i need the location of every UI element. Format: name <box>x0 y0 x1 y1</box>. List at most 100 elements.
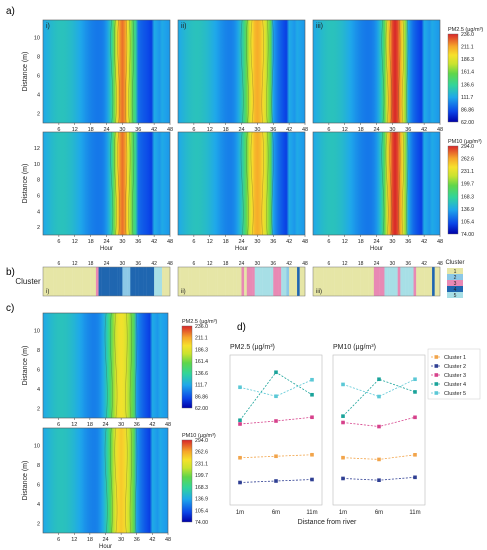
cluster-cell <box>426 267 430 296</box>
data-point <box>413 415 417 420</box>
cluster-cell <box>103 267 107 296</box>
cluster-cell <box>344 267 348 296</box>
contour-line <box>246 19 269 124</box>
cluster-cell <box>209 267 213 296</box>
contour-line <box>240 19 274 124</box>
y-tick-label: 4 <box>37 93 40 99</box>
cluster-cell <box>207 267 210 296</box>
x-tick-label: 36 <box>134 422 140 428</box>
cluster-tick-label: 30 <box>255 261 261 267</box>
data-point <box>413 453 417 457</box>
x-axis-label: Hour <box>100 246 113 252</box>
cluster-tick-label: 12 <box>342 261 348 267</box>
x-tick-label: 42 <box>151 239 157 245</box>
x-tick-label: 18 <box>223 239 229 245</box>
x-tick-label: 48 <box>302 127 308 133</box>
cluster-cell <box>249 267 253 296</box>
cluster-frame <box>177 266 306 297</box>
x-tick-label: 24 <box>373 239 379 245</box>
x-tick-label: 6 <box>192 239 195 245</box>
contour-line <box>114 312 128 419</box>
contour-line <box>104 312 138 419</box>
data-point <box>341 414 345 418</box>
contour-line <box>114 131 131 236</box>
x-tick-label: 42 <box>151 127 157 133</box>
x-tick-label: 30 <box>254 127 260 133</box>
cluster-strip: 6 12 18 24 30 36 42 48 iii) <box>312 261 443 297</box>
x-tick-label: 36 <box>405 127 411 133</box>
cluster-cell <box>167 267 171 296</box>
x-tick-label: 36 <box>135 127 141 133</box>
x-tick-label: 18 <box>87 422 93 428</box>
cluster-cell <box>424 267 427 296</box>
cluster-subpanel-label: i) <box>46 289 49 295</box>
cluster-cell <box>429 267 433 296</box>
cluster-cell <box>413 267 417 296</box>
data-point <box>310 377 314 382</box>
x-tick-label: 30 <box>118 537 124 543</box>
contour-line <box>240 131 274 236</box>
cluster-cell <box>114 267 118 296</box>
colorbar-title: PM2.5 (µg/m³) <box>448 27 483 33</box>
heatmap-field <box>313 20 440 123</box>
cluster-tick-label: 30 <box>120 261 126 267</box>
cluster-tick-label: 24 <box>239 261 245 267</box>
cluster-cell <box>106 267 110 296</box>
x-tick-label: 48 <box>437 239 443 245</box>
x-tick-label: 18 <box>88 127 94 133</box>
colorbar-scale <box>181 439 193 523</box>
contour-line <box>246 131 269 236</box>
cluster-cell <box>275 267 279 296</box>
x-tick-label: 18 <box>358 127 364 133</box>
colorbar-tick-label: 231.1 <box>461 169 474 175</box>
cluster-cell <box>379 267 382 296</box>
x-tick-label: 30 <box>254 239 260 245</box>
x-tick-label: 36 <box>405 239 411 245</box>
cluster-strip: 6 12 18 24 30 36 42 48 ii) <box>177 261 308 297</box>
data-point <box>310 477 314 482</box>
colorbar-tick-label: 105.4 <box>461 219 474 225</box>
colorbar-tick-label: 62.00 <box>195 406 208 412</box>
cluster-cell <box>432 267 435 296</box>
cluster-cell <box>222 267 226 296</box>
cluster-cell <box>199 267 203 296</box>
cluster-cell <box>281 267 285 296</box>
cluster-cell <box>323 267 327 296</box>
cluster-cell <box>180 267 184 296</box>
data-point <box>377 457 381 462</box>
colorbar-tick-label: 74.00 <box>195 520 208 526</box>
cluster-cell <box>265 267 269 296</box>
cluster-cell <box>267 267 271 296</box>
cluster-cell <box>140 267 144 296</box>
cluster-cell <box>48 267 52 296</box>
colorbar-tick-label: 168.3 <box>195 485 208 491</box>
contour-line <box>110 427 132 534</box>
data-point <box>310 392 314 397</box>
x-tick-label: 42 <box>421 127 427 133</box>
y-tick-label: 8 <box>37 55 40 61</box>
colorbar-tick-label: 211.1 <box>461 45 474 51</box>
cluster-cell <box>402 267 406 296</box>
cluster-cell <box>373 267 377 296</box>
cluster-cell <box>159 267 163 296</box>
cluster-cell <box>302 267 306 296</box>
panel-label-a: a) <box>6 6 15 17</box>
cluster-tick-label: 48 <box>167 261 173 267</box>
cluster-cell <box>291 267 295 296</box>
cluster-cell <box>230 267 234 296</box>
y-tick-label: 12 <box>34 146 40 152</box>
heatmap-panel: 6 12 18 24 30 36 42 48 Hour <box>177 131 308 252</box>
line-chart: 1m 6m 11m <box>332 354 426 516</box>
data-point <box>238 422 242 426</box>
x-tick-label: 24 <box>373 127 379 133</box>
colorbar-tick-label: 199.7 <box>195 473 208 479</box>
heatmap-field <box>43 313 168 418</box>
cluster-cell <box>246 267 250 296</box>
cluster-cell <box>336 267 340 296</box>
x-tick-label: 42 <box>149 422 155 428</box>
cluster-cell <box>85 267 89 296</box>
colorbar-tick-label: 161.4 <box>195 359 208 365</box>
heatmap-field <box>178 20 305 123</box>
data-point <box>377 394 381 399</box>
contour-line <box>104 427 138 534</box>
